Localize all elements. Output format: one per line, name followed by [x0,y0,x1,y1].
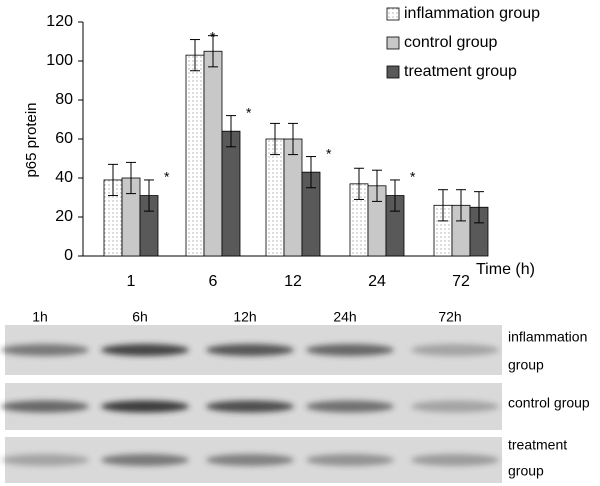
bar [203,50,223,257]
blot-band [411,344,499,356]
y-axis-label: p65 protein [23,102,40,177]
error-bar [354,167,364,200]
x-tick-label: 24 [368,273,386,290]
error-bar [474,191,484,224]
blot-band [306,400,394,413]
row-label: treatment [508,437,567,453]
blot-band [1,454,89,466]
lane-label: 12h [233,309,256,325]
blot-band [411,400,499,413]
row-label: group [508,463,544,479]
error-bar [126,161,136,195]
row-label: group [508,357,544,373]
blot-band [206,454,294,466]
x-tick-label: 12 [284,273,302,290]
x-tick-label: 72 [452,273,470,290]
lane-label: 1h [32,309,48,325]
error-bar [226,115,236,148]
blot-band [306,454,394,466]
blot-band [206,400,294,413]
blot-band [411,454,499,466]
x-tick-label: 1 [127,273,136,290]
y-tick-label: 40 [55,169,73,186]
annotation: * [246,104,252,120]
annotation: * [210,28,216,44]
legend-swatch [386,65,400,79]
error-bar [372,169,382,202]
x-axis-label: Time (h) [476,261,535,278]
error-bar [390,179,400,212]
row-label: inflammation [508,329,587,345]
y-tick-label: 120 [46,13,73,30]
y-tick-label: 100 [46,52,73,69]
bar [185,54,205,257]
blot-band [1,400,89,413]
legend-label: treatment group [404,63,517,80]
annotation: * [410,169,416,185]
error-bar [270,122,280,156]
row-label: control group [508,395,590,411]
bar [221,130,241,257]
y-tick-label: 80 [55,91,73,108]
legend-swatch [386,36,400,50]
bar [265,138,285,257]
lane-label: 72h [438,309,461,325]
blot-band [1,344,89,356]
legend-label: control group [404,34,497,51]
blot-band [101,344,189,356]
error-bar [288,122,298,156]
y-tick-label: 60 [55,130,73,147]
error-bar [144,179,154,212]
annotation: * [326,145,332,161]
bar [283,138,303,257]
blot-band [206,344,294,356]
legend-swatch [386,7,400,21]
y-tick-label: 0 [64,247,73,264]
blot-band [101,400,189,413]
error-bar [208,35,218,68]
error-bar [108,163,118,197]
lane-label: 6h [132,309,148,325]
legend-label: inflammation group [404,5,540,22]
error-bar [456,189,466,222]
x-tick-label: 6 [209,273,218,290]
annotation: * [164,169,170,185]
error-bar [438,189,448,222]
blot-band [101,454,189,466]
error-bar [190,39,200,72]
y-tick-label: 20 [55,208,73,225]
error-bar [306,156,316,189]
lane-label: 24h [333,309,356,325]
blot-band [306,344,394,356]
